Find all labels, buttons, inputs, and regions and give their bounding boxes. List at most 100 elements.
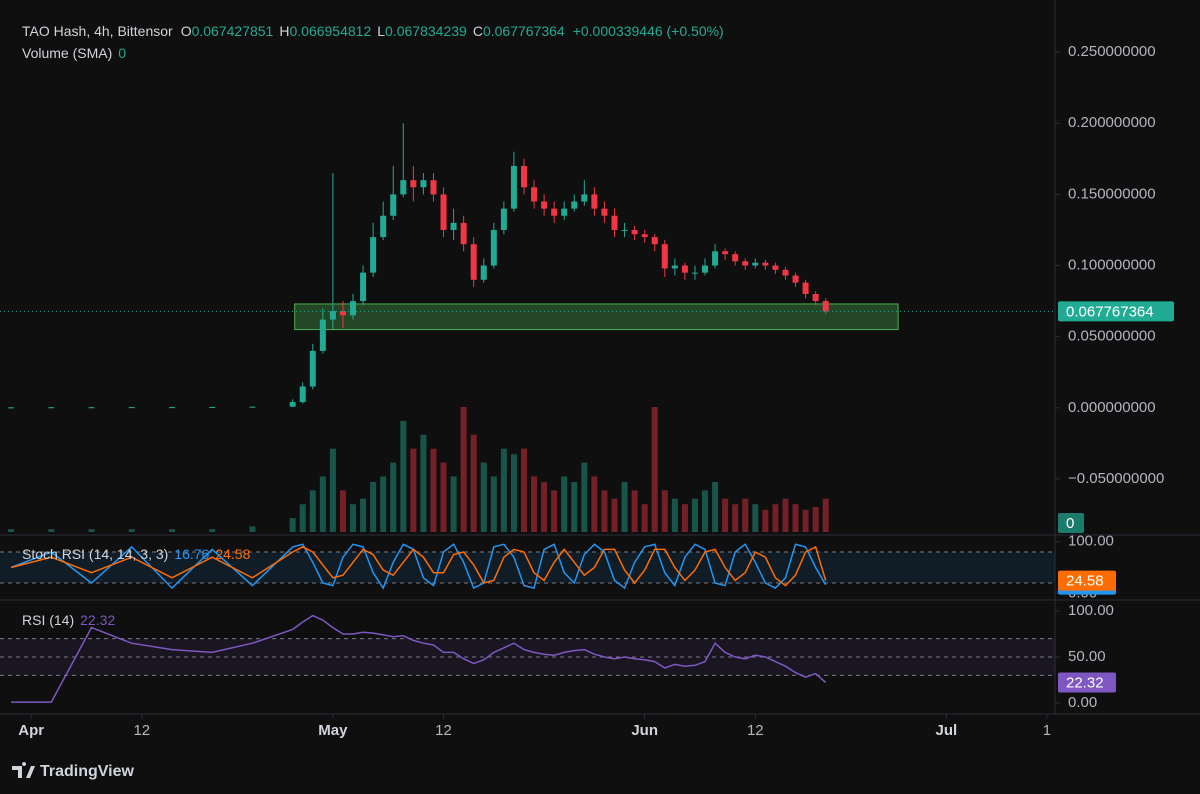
candle-body (541, 201, 548, 209)
candle-body (350, 301, 357, 316)
footer: TradingView (40, 763, 135, 780)
volume-bar (611, 498, 618, 532)
candle-body (410, 180, 417, 188)
candle-body (591, 194, 598, 209)
y-tick-label: 0.00 (1068, 694, 1097, 711)
ohlc-key: O (181, 23, 192, 39)
candle-body (400, 180, 407, 195)
candle-body (702, 265, 709, 273)
volume-bar (551, 490, 558, 532)
candle-body (48, 407, 55, 409)
volume-bar (400, 420, 407, 532)
volume-bar (380, 476, 387, 532)
volume-bar (722, 498, 729, 532)
y-tick-label: −0.050000000 (1068, 470, 1164, 487)
volume-bar (490, 476, 497, 532)
value-tag (1058, 570, 1116, 591)
candle-body (520, 165, 527, 188)
logo-icon (12, 762, 35, 778)
volume-bar (309, 490, 316, 532)
volume-bar (299, 504, 306, 532)
candle-body (339, 311, 346, 316)
candle-body (88, 407, 95, 409)
volume-bar (480, 462, 487, 532)
ohlc-key: C (473, 23, 483, 39)
volume-bar (792, 504, 799, 532)
volume-bar (88, 529, 95, 532)
indicator-line (11, 614, 827, 703)
candle-body (822, 301, 829, 312)
candle-body (480, 265, 487, 280)
volume-bar (128, 529, 135, 532)
candle-body (128, 407, 135, 409)
y-tick-label: 0.050000000 (1068, 328, 1156, 345)
stoch-k-value: 16.76 (174, 546, 209, 562)
volume-bar (581, 462, 588, 532)
volume-bar (561, 476, 568, 532)
band-fill (0, 552, 1055, 583)
volume-bar (742, 498, 749, 532)
y-tick-label: 0.200000000 (1068, 114, 1156, 131)
volume-bar (671, 498, 678, 532)
candle-body (440, 194, 447, 230)
ohlc-value: 0.067834239 (385, 23, 467, 39)
candle-body (661, 244, 668, 269)
x-tick-label: Jul (936, 722, 958, 739)
candle-body (601, 208, 608, 216)
volume-bar (782, 498, 789, 532)
candle-body (209, 406, 216, 408)
x-tick-label: May (318, 722, 348, 739)
volume-bar (48, 529, 55, 532)
rsi-legend: RSI (14) 22.32 (22, 612, 115, 628)
candle-body (792, 275, 799, 283)
volume-bar (360, 498, 367, 532)
volume-bar (440, 462, 447, 532)
indicator-line (10, 543, 827, 590)
legend: TAO Hash, 4h, Bittensor O0.067427851 H0.06… (22, 23, 724, 39)
rsi-value: 22.32 (80, 612, 115, 628)
volume-bar (370, 482, 377, 532)
candle-body (500, 208, 507, 230)
volume-bar (510, 454, 517, 532)
volume-label: Volume (SMA) (22, 45, 112, 61)
candle-body (309, 350, 316, 387)
volume-bar (420, 434, 427, 532)
candle-body (762, 262, 769, 266)
volume-bar (329, 448, 336, 532)
candle-body (168, 407, 175, 409)
candle-body (370, 237, 377, 273)
value-tag-label: 24.58 (1066, 573, 1104, 590)
volume-bar (691, 498, 698, 532)
candle-body (742, 261, 749, 266)
volume-bar (651, 407, 658, 532)
candle-body (551, 208, 558, 216)
candle-body (571, 201, 578, 209)
volume-value: 0 (118, 45, 126, 61)
candle-body (510, 165, 517, 209)
ohlc-key: L (377, 23, 385, 39)
volume-bar (641, 504, 648, 532)
volume-bar (8, 529, 15, 532)
candle-body (430, 180, 437, 195)
candle-body (631, 229, 638, 235)
volume-bar (802, 509, 809, 532)
volume-bar (531, 476, 538, 532)
support-zone (294, 303, 899, 331)
volume-tag (1058, 513, 1084, 533)
ohlc-value: 0.067427851 (192, 23, 274, 39)
volume-bar (390, 462, 397, 532)
volume-bar (500, 448, 507, 532)
volume-bar (450, 476, 457, 532)
candle-body (611, 215, 618, 230)
x-tick-label: Jun (631, 722, 658, 739)
y-tick-label: 0.100000000 (1068, 257, 1156, 274)
y-tick-label: 0.250000000 (1068, 43, 1156, 60)
candle-body (681, 265, 688, 273)
stoch-legend: Stoch RSI (14, 14, 3, 3) 16.76 24.58 (22, 546, 251, 562)
candle-body (380, 215, 387, 238)
x-tick-label: 12 (133, 722, 150, 739)
candle-body (712, 251, 719, 266)
candle-body (289, 402, 296, 407)
